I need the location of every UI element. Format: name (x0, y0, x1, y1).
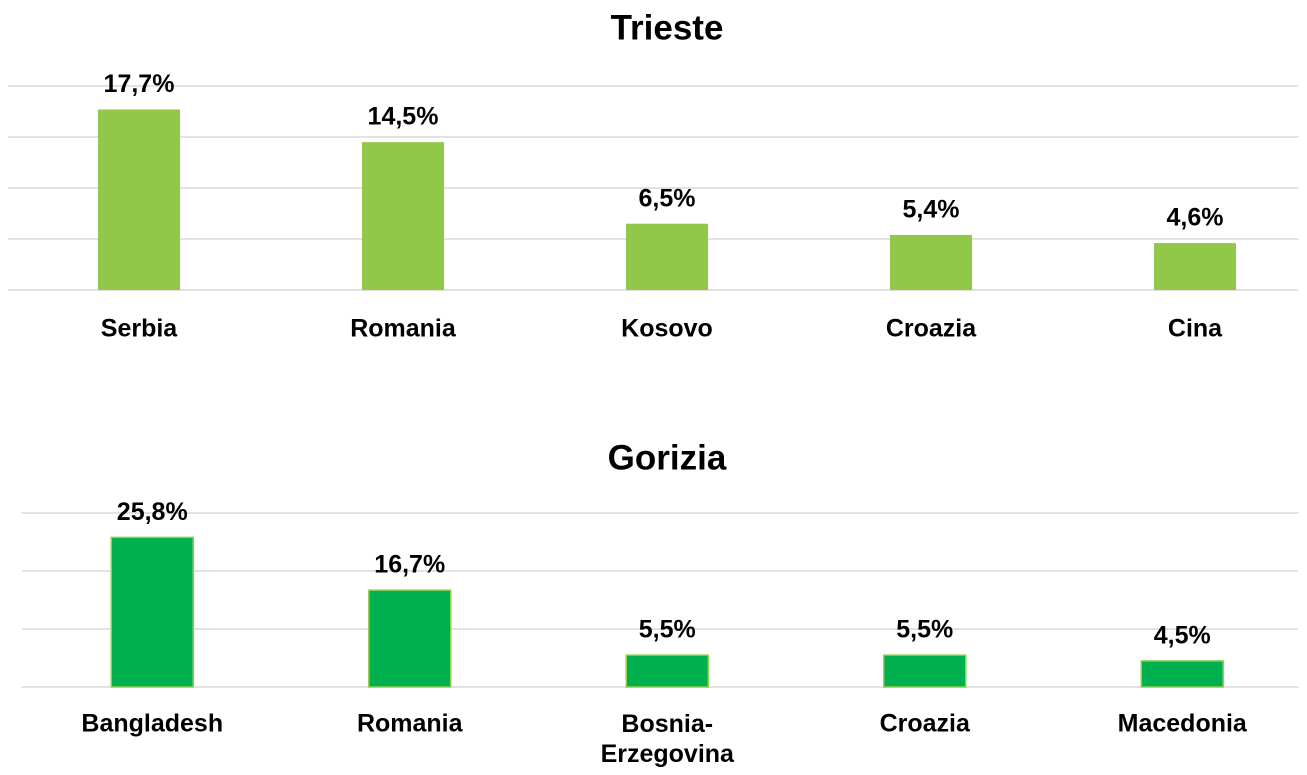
value-label: 16,7% (374, 551, 445, 579)
value-label: 5,4% (903, 196, 960, 224)
value-label: 6,5% (639, 184, 696, 212)
x-tick-label: Croazia (886, 315, 977, 343)
value-label: 25,8% (117, 498, 188, 526)
chart-title: Gorizia (608, 438, 727, 477)
bar (1140, 660, 1224, 688)
value-label: 4,5% (1154, 622, 1211, 650)
value-label: 4,6% (1167, 204, 1224, 232)
x-tick-label: Bosnia-Erzegovina (601, 710, 735, 768)
bar (98, 109, 180, 291)
x-tick-label: Romania (350, 315, 457, 343)
x-tick-label: Cina (1168, 315, 1223, 343)
bar (890, 234, 972, 290)
bar (883, 654, 967, 688)
x-tick-label: Croazia (880, 710, 971, 738)
x-tick-label: Bangladesh (81, 710, 223, 738)
x-tick-label: Romania (357, 710, 464, 738)
value-label: 14,5% (368, 103, 439, 131)
bar (368, 589, 452, 688)
x-tick-label: Macedonia (1118, 710, 1248, 738)
bar (362, 142, 444, 290)
bar (626, 223, 708, 290)
bar (1154, 243, 1236, 290)
x-tick-label: Kosovo (621, 315, 713, 343)
bar (625, 654, 709, 688)
value-label: 17,7% (104, 70, 175, 98)
bar (110, 536, 194, 688)
chart-title: Trieste (611, 8, 724, 47)
value-label: 5,5% (639, 616, 696, 644)
value-label: 5,5% (896, 616, 953, 644)
x-tick-label: Serbia (101, 315, 179, 343)
